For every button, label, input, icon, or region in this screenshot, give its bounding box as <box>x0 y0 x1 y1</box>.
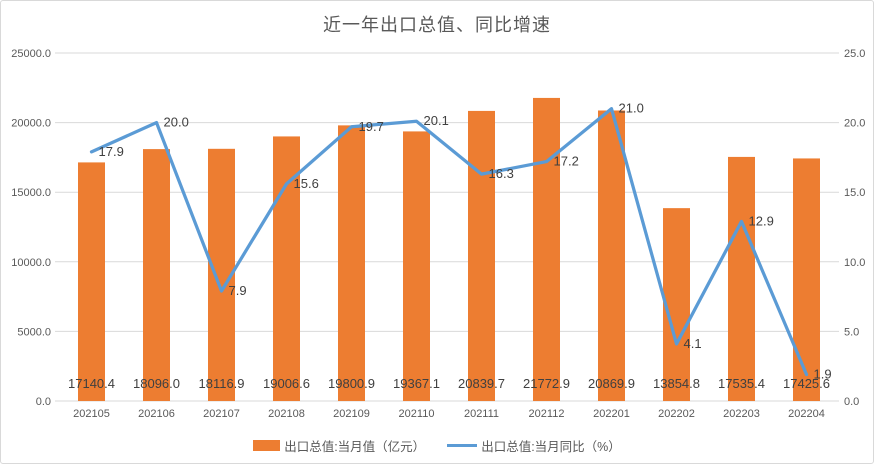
line-value-label: 17.2 <box>554 154 579 169</box>
x-axis-label: 202202 <box>658 408 695 420</box>
bar-value-label: 19800.9 <box>328 376 375 391</box>
line-value-label: 19.7 <box>359 119 384 134</box>
legend-item-bar-series[interactable]: 出口总值:当月值（亿元） <box>253 436 425 455</box>
bar-value-label: 18096.0 <box>133 376 180 391</box>
x-axis-label: 202111 <box>464 408 499 420</box>
line-value-label: 12.9 <box>749 213 774 228</box>
legend-label-bar-series: 出口总值:当月值（亿元） <box>284 440 426 454</box>
bar-value-label: 20869.9 <box>588 376 635 391</box>
bar-value-label: 19006.6 <box>263 376 310 391</box>
bar-202109[interactable] <box>338 125 365 402</box>
line-value-label: 20.1 <box>424 113 449 128</box>
bar-value-label: 17535.4 <box>718 376 765 391</box>
line-series-swatch-icon <box>447 443 478 448</box>
bar-202108[interactable] <box>273 136 300 401</box>
left-axis-tick-label: 20000.0 <box>11 118 51 130</box>
bar-202202[interactable] <box>663 208 690 401</box>
right-axis-tick-label: 25.0 <box>844 48 865 60</box>
bar-202204[interactable] <box>793 158 820 401</box>
bar-202106[interactable] <box>143 149 170 401</box>
x-axis-label: 202204 <box>788 408 825 420</box>
bar-value-label: 18116.9 <box>198 376 244 391</box>
bar-value-label: 17425.6 <box>783 376 830 391</box>
line-value-label: 1.9 <box>814 367 832 382</box>
x-axis-label: 202201 <box>593 408 630 420</box>
right-axis-tick-label: 5.0 <box>844 326 859 338</box>
x-axis-label: 202203 <box>723 408 760 420</box>
left-axis-tick-label: 5000.0 <box>17 326 51 338</box>
line-value-label: 15.6 <box>294 176 319 191</box>
bar-series-swatch-icon <box>253 440 281 451</box>
line-value-label: 4.1 <box>684 336 702 351</box>
left-axis-tick-label: 0.0 <box>36 396 51 408</box>
legend-label-line-series: 出口总值:当月同比（%） <box>481 440 621 454</box>
bar-value-label: 19367.1 <box>393 376 440 391</box>
bar-202105[interactable] <box>78 162 105 401</box>
x-axis-label: 202112 <box>529 408 565 420</box>
x-axis-label: 202107 <box>203 408 240 420</box>
x-axis-label: 202105 <box>73 408 110 420</box>
right-axis-tick-label: 20.0 <box>844 118 865 130</box>
bar-202201[interactable] <box>598 110 625 401</box>
x-axis-label: 202106 <box>138 408 175 420</box>
chart-title: 近一年出口总值、同比增速 <box>323 15 551 35</box>
bar-202110[interactable] <box>403 131 430 401</box>
bar-202111[interactable] <box>468 110 495 401</box>
x-axis-label: 202108 <box>268 408 305 420</box>
left-axis-tick-label: 15000.0 <box>11 187 51 199</box>
chart-legend: 出口总值:当月值（亿元） 出口总值:当月同比（%） <box>1 436 873 455</box>
bar-value-label: 17140.4 <box>68 376 115 391</box>
right-axis-tick-label: 0.0 <box>844 396 859 408</box>
line-value-label: 16.3 <box>489 166 514 181</box>
bar-value-label: 20839.7 <box>458 376 505 391</box>
bar-202203[interactable] <box>728 156 755 401</box>
line-value-label: 21.0 <box>619 101 644 116</box>
right-axis-tick-label: 10.0 <box>844 257 865 269</box>
left-axis-tick-label: 10000.0 <box>11 257 51 269</box>
x-axis-label: 202109 <box>333 408 370 420</box>
line-series-path[interactable] <box>89 107 809 377</box>
x-axis-label: 202110 <box>399 408 435 420</box>
left-axis-tick-label: 25000.0 <box>11 48 51 60</box>
bar-value-label: 13854.8 <box>653 376 700 391</box>
line-value-label: 17.9 <box>99 144 124 159</box>
bar-202112[interactable] <box>533 97 560 401</box>
right-axis-tick-label: 15.0 <box>844 187 865 199</box>
line-value-label: 7.9 <box>229 283 247 298</box>
legend-item-line-series[interactable]: 出口总值:当月同比（%） <box>447 436 621 455</box>
bar-value-label: 21772.9 <box>523 376 570 391</box>
line-value-label: 20.0 <box>164 115 189 130</box>
